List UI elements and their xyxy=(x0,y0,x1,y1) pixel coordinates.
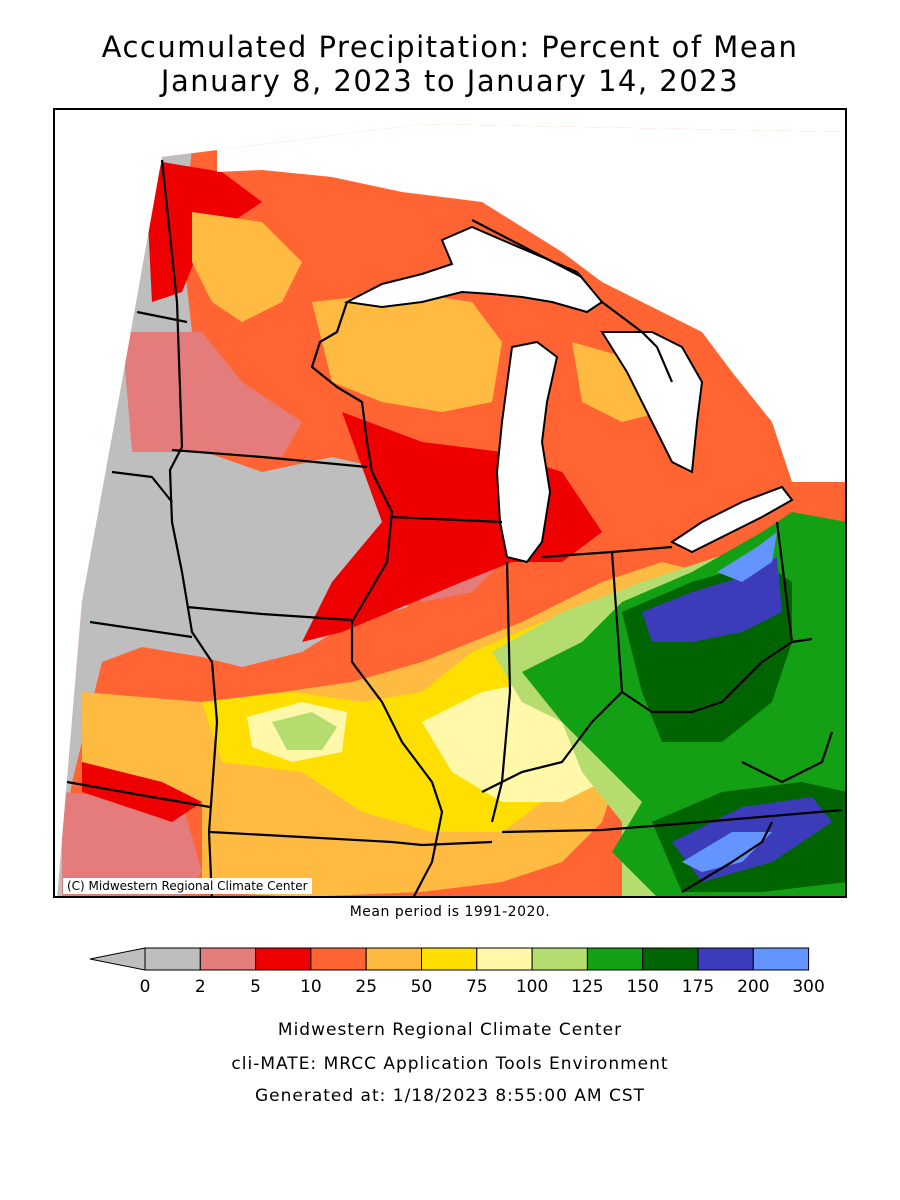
color-legend: 0 2 5 10 25 50 75 100 125 150 175 200 300 xyxy=(89,947,825,997)
lake-michigan xyxy=(495,340,559,564)
zone-gray-west xyxy=(57,124,422,896)
copyright-label: (C) Midwestern Regional Climate Center xyxy=(63,878,312,894)
legend-tick-label: 125 xyxy=(571,977,603,997)
lake-erie xyxy=(670,485,794,554)
legend-swatch xyxy=(697,947,754,971)
legend-tick-label: 5 xyxy=(250,977,261,997)
legend-tick-label: 175 xyxy=(682,977,714,997)
legend-swatch xyxy=(310,947,367,971)
legend-swatch xyxy=(255,947,312,971)
lake-huron xyxy=(600,331,704,474)
footer-tool: cli-MATE: MRCC Application Tools Environ… xyxy=(231,1054,669,1074)
legend-swatch xyxy=(144,947,201,971)
legend-swatch xyxy=(586,947,644,971)
zone-200-300-south xyxy=(682,832,772,872)
legend-underflow-arrow xyxy=(89,947,146,971)
legend-swatch xyxy=(531,947,588,971)
legend-tick-label: 0 xyxy=(140,977,151,997)
legend-swatch xyxy=(752,947,810,971)
canada-region xyxy=(217,124,845,482)
legend-swatch xyxy=(476,947,533,971)
map-canvas xyxy=(57,124,845,896)
zone-100-125-west xyxy=(272,712,337,750)
precipitation-map: (C) Midwestern Regional Climate Center xyxy=(53,108,847,898)
legend-swatch xyxy=(421,947,478,971)
legend-swatch xyxy=(642,947,699,971)
legend-tick-label: 50 xyxy=(411,977,433,997)
legend-tick-label: 2 xyxy=(195,977,206,997)
map-title: Accumulated Precipitation: Percent of Me… xyxy=(101,30,799,64)
legend-tick-label: 10 xyxy=(300,977,322,997)
legend-tick-label: 200 xyxy=(737,977,769,997)
legend-tick-label: 150 xyxy=(626,977,658,997)
legend-swatch xyxy=(365,947,423,971)
zone-pink-west xyxy=(122,332,302,457)
legend-tick-label: 25 xyxy=(355,977,377,997)
legend-swatch xyxy=(199,947,257,971)
footer-org: Midwestern Regional Climate Center xyxy=(277,1020,623,1040)
legend-tick-label: 100 xyxy=(516,977,548,997)
legend-tick-label: 300 xyxy=(792,977,824,997)
zone-200-300 xyxy=(717,532,777,582)
zone-25-50-north xyxy=(192,212,302,322)
map-date-range: January 8, 2023 to January 14, 2023 xyxy=(160,64,740,98)
lake-superior xyxy=(343,225,604,314)
legend-tick-label: 75 xyxy=(466,977,488,997)
mean-period-note: Mean period is 1991-2020. xyxy=(349,904,551,920)
zone-25-50-wi xyxy=(312,292,502,412)
footer-generated: Generated at: 1/18/2023 8:55:00 AM CST xyxy=(254,1086,646,1106)
state-boundaries xyxy=(66,159,843,896)
